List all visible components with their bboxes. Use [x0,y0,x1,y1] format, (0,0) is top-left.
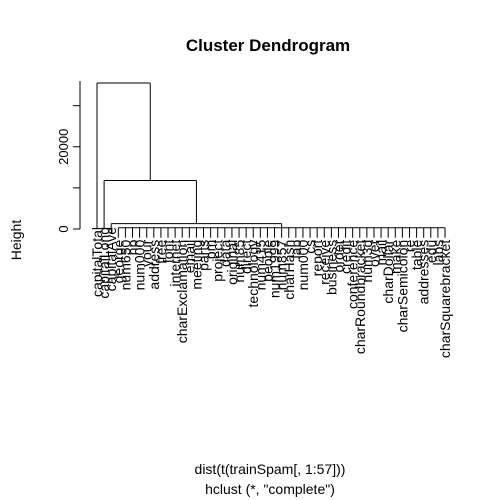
leaf-label: parts [196,240,212,271]
leaf-label: num85 [231,240,247,283]
leaf-label: internet [167,240,183,287]
leaf-label: report [309,240,325,277]
leaf-label: address [146,240,162,290]
leaf-label: technology [245,240,261,308]
leaf-label: capitalTotal [89,227,105,297]
leaf-label: labs [430,240,446,266]
leaf-label: free [153,240,169,264]
leaf-label: your [139,239,155,267]
leaf-label: project [210,240,226,282]
y-tick-label: 0 [56,225,71,232]
leaf-label: charDollar [380,239,396,303]
x-axis-label: dist(t(trainSpam[, 1:57])) [195,461,346,477]
leaf-label: num1999 [267,240,283,299]
method-label: hclust (*, "complete") [205,481,335,497]
leaf-label: conference [345,240,361,309]
leaf-label: mail [373,240,389,266]
y-axis: 0 20000 [56,81,81,233]
leaf-label: charSquarebracket [437,240,453,358]
y-tick-label: 20000 [56,129,71,165]
leaf-label: credit [338,240,354,274]
leaf-label: business [323,240,339,295]
leaf-label: capitalLong [96,227,112,299]
leaf-label: email [181,240,197,273]
leaf-label: direct [238,240,254,274]
leaf-label: people [259,240,275,282]
leaf-label: edu [423,240,439,263]
leaf-label: num415 [252,240,268,291]
leaf-label: num650 [117,240,133,291]
leaf-label: make [387,240,403,274]
leaf-label: num000 [295,240,311,291]
leaf-label: pm [203,240,219,259]
leaf-label: charRoundbracket [352,240,368,355]
y-axis-label: Height [8,220,24,261]
dendrogram-branches [96,82,446,238]
leaf-label: hp [125,240,141,256]
leaf-label: data [217,240,233,267]
leaf-label: table [409,240,425,271]
leaf-label: num000 [132,240,148,291]
leaf-label: addresses [416,240,432,305]
leaf-label: order [330,239,346,272]
leaf-label: re [401,240,417,253]
chart-title: Cluster Dendrogram [186,36,350,55]
leaf-label: charExclamation [174,240,190,344]
leaf-label: num857 [274,240,290,291]
leaf-label: original [224,240,240,285]
leaf-label: receive [316,240,332,285]
leaf-label: george [110,240,126,284]
leaf-label: capitalAve [103,227,119,292]
leaf-label: cs [302,240,318,254]
leaf-label: num3d [359,240,375,283]
leaf-labels: capitalTotalcapitalLongcapitalAvegeorgen… [89,227,453,358]
leaf-label: charHash [281,240,297,300]
leaf-label: lab [288,240,304,259]
leaf-label: meeting [188,240,204,290]
leaf-label: charSemicolon [394,240,410,333]
leaf-label: font [160,240,176,263]
leaf-label: over [366,239,382,267]
